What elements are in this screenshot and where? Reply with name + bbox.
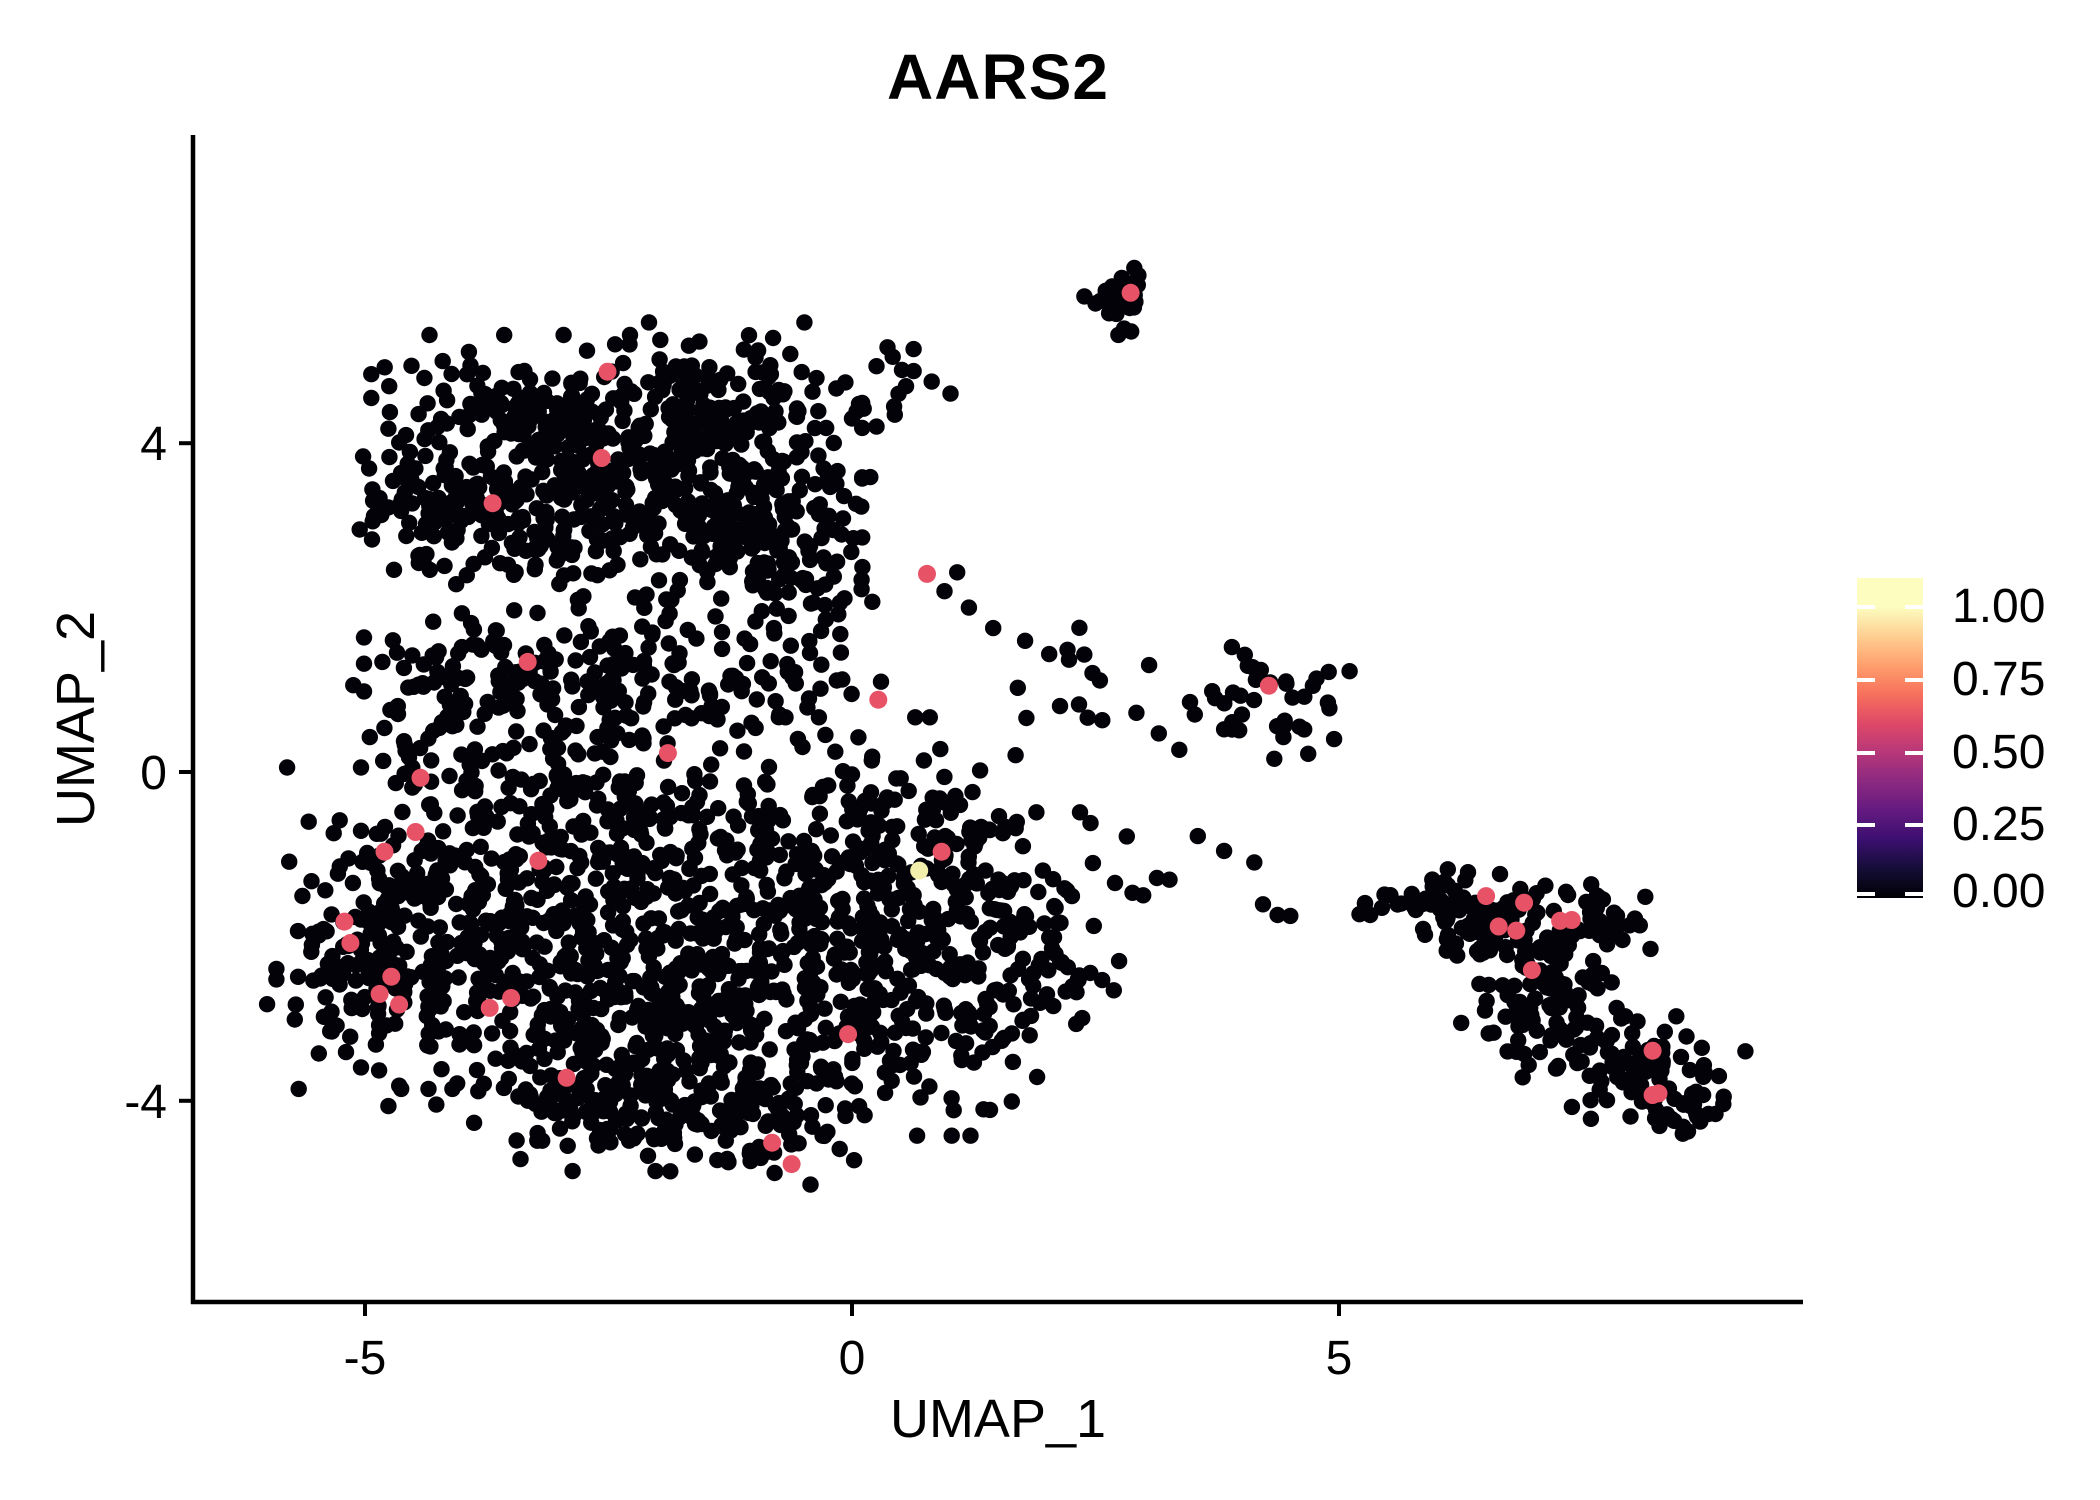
x-tick-label: 0: [839, 1332, 866, 1385]
colorbar-tick-mark: [1905, 677, 1923, 682]
x-tick-label: 5: [1326, 1332, 1353, 1385]
y-tick-label: 4: [140, 418, 167, 471]
y-axis-label: UMAP_2: [46, 610, 106, 828]
colorbar-tick-mark: [1905, 750, 1923, 755]
colorbar-tick-mark: [1857, 677, 1875, 682]
colorbar-tick-label: 0.00: [1952, 865, 2046, 918]
y-tick-label: 0: [140, 747, 167, 800]
colorbar-tick-mark: [1857, 823, 1875, 828]
x-axis: -5 0 5: [344, 1302, 1353, 1385]
scatter-points: [258, 259, 1754, 1193]
x-tick-label: -5: [344, 1332, 387, 1385]
colorbar-tick-mark: [1857, 892, 1875, 896]
colorbar-tick-mark: [1857, 750, 1875, 755]
x-axis-label: UMAP_1: [889, 1389, 1107, 1449]
colorbar-tick-label: 0.75: [1952, 652, 2046, 706]
plot-title: AARS2: [887, 41, 1109, 113]
y-axis: 4 0 -4: [124, 418, 193, 1129]
colorbar-tick-label: 0.25: [1952, 798, 2046, 852]
colorbar-tick-mark: [1905, 605, 1923, 610]
colorbar-gradient: [1857, 578, 1923, 898]
colorbar-labels: 1.00 0.75 0.50 0.25 0.00: [1952, 578, 2100, 918]
colorbar-tick-label: 1.00: [1952, 580, 2046, 634]
colorbar-tick-mark: [1905, 823, 1923, 828]
colorbar-tick-label: 0.50: [1952, 725, 2046, 779]
colorbar-tick-mark: [1857, 605, 1875, 610]
colorbar: [1857, 578, 1923, 898]
y-tick-label: -4: [124, 1076, 167, 1129]
expression-highlight-points: [335, 283, 1668, 1174]
colorbar-tick-mark: [1905, 892, 1923, 896]
